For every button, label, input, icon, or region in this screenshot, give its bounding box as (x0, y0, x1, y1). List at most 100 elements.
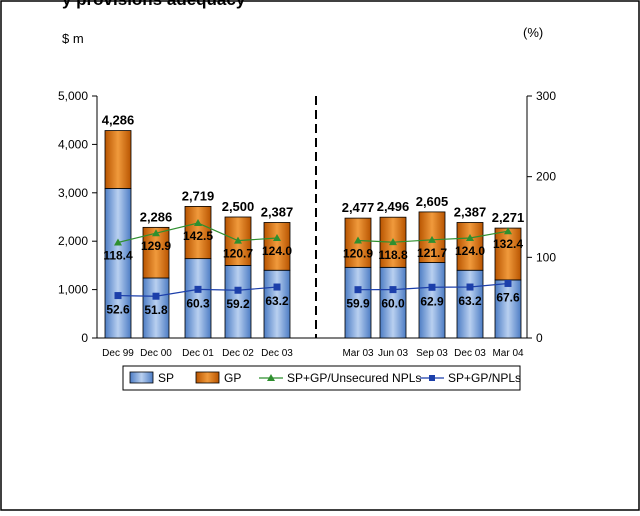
marker-npl (389, 286, 397, 294)
y-left-tick-label: 3,000 (58, 186, 88, 200)
total-label: 2,605 (416, 194, 449, 209)
y-axis-left-ticks: 0 1,000 2,000 3,000 4,000 5,000 (58, 89, 97, 345)
x-category-label: Mar 04 (492, 348, 524, 359)
y-right-tick-label: 300 (536, 89, 556, 103)
bar-sp (104, 188, 132, 339)
marker-npl (428, 283, 436, 291)
bar-sp (379, 266, 407, 339)
x-category-label: Jun 03 (378, 348, 408, 359)
unsecured-ratio-label: 132.4 (493, 237, 523, 251)
legend-swatch-sp (129, 371, 154, 384)
bar-sp (344, 266, 372, 339)
y-right-tick-label: 100 (536, 250, 556, 264)
legend-box (122, 365, 521, 391)
bar-gp (494, 227, 522, 281)
bar-gp (456, 222, 484, 271)
bar-sp (494, 279, 522, 339)
marker-unsecured (273, 233, 281, 241)
marker-npl (354, 286, 362, 294)
marker-unsecured (194, 219, 202, 227)
bar-sp (418, 262, 446, 339)
total-label: 2,271 (492, 210, 525, 225)
total-label: 2,387 (454, 204, 487, 219)
marker-unsecured (152, 229, 160, 237)
marker-npl (152, 292, 160, 300)
legend-marker-square (429, 375, 435, 381)
npl-ratio-label: 59.9 (346, 297, 370, 311)
total-label: 2,496 (377, 199, 410, 214)
marker-unsecured (114, 238, 122, 246)
unsecured-ratio-label: 121.7 (417, 246, 447, 260)
y-left-tick-label: 4,000 (58, 137, 88, 151)
marker-npl (194, 285, 202, 293)
npl-ratio-label: 62.9 (420, 294, 444, 308)
bar-sp (456, 269, 484, 339)
legend-label-gp: GP (224, 371, 241, 385)
npl-ratio-label: 60.3 (186, 296, 210, 310)
y-axis-right-title: (%) (523, 25, 543, 40)
lines-layer (114, 219, 512, 300)
marker-npl (466, 283, 474, 291)
marker-unsecured (466, 233, 474, 241)
unsecured-ratio-label: 129.9 (141, 239, 171, 253)
marker-unsecured (354, 236, 362, 244)
x-category-label: Dec 01 (182, 348, 214, 359)
npl-ratio-label: 67.6 (496, 290, 520, 304)
npl-ratio-label: 51.8 (144, 303, 168, 317)
bar-sp (263, 269, 291, 339)
npl-ratio-label: 63.2 (265, 294, 289, 308)
total-label: 2,387 (261, 204, 294, 219)
legend-marker-triangle (267, 374, 275, 381)
legend-label-sp: SP (158, 371, 174, 385)
x-category-label: Mar 03 (342, 348, 374, 359)
npl-ratio-label: 60.0 (381, 297, 405, 311)
total-label: 2,286 (140, 209, 173, 224)
unsecured-ratio-label: 142.5 (183, 229, 213, 243)
y-axis-left-title: $ m (62, 31, 84, 46)
x-category-label: Dec 02 (222, 348, 254, 359)
total-label: 4,286 (102, 113, 135, 128)
npl-ratio-label: 63.2 (458, 294, 482, 308)
x-category-label: Sep 03 (416, 348, 448, 359)
marker-unsecured (428, 235, 436, 243)
legend-label-unsecured: SP+GP/Unsecured NPLs (287, 371, 421, 385)
total-label: 2,719 (182, 188, 215, 203)
marker-npl (234, 286, 242, 294)
marker-npl (114, 292, 122, 300)
legend: SP GP SP+GP/Unsecured NPLs SP+GP/NPLs (122, 365, 521, 391)
total-label: 2,500 (222, 199, 255, 214)
y-axis-right-ticks: 0 100 200 300 (527, 89, 556, 345)
bar-gp (184, 206, 212, 260)
unsecured-ratio-label: 120.7 (223, 247, 253, 261)
legend-label-npl: SP+GP/NPLs (448, 371, 521, 385)
x-axis-labels: Dec 99 Dec 00 Dec 01 Dec 02 Dec 03 Mar 03 Jun … (102, 348, 524, 359)
unsecured-ratio-label: 118.8 (378, 248, 408, 262)
x-category-label: Dec 99 (102, 348, 134, 359)
data-labels-layer: 4,286 118.4 52.6 2,286 129.9 51.8 2,719 142.5 60… (102, 113, 525, 318)
y-left-tick-label: 1,000 (58, 283, 88, 297)
y-right-tick-label: 200 (536, 170, 556, 184)
total-label: 2,477 (342, 200, 375, 215)
unsecured-ratio-label: 124.0 (262, 244, 292, 258)
marker-npl (504, 279, 512, 287)
bar-gp (104, 130, 132, 189)
bar-gp (263, 222, 291, 271)
x-category-label: Dec 00 (140, 348, 172, 359)
unsecured-ratio-label: 118.4 (103, 248, 133, 262)
y-right-tick-label: 0 (536, 331, 543, 345)
marker-unsecured (234, 236, 242, 244)
y-left-tick-label: 0 (81, 331, 88, 345)
marker-npl (273, 283, 281, 291)
header-fragment: y provisions adequacy (62, 0, 246, 9)
bar-sp (142, 277, 170, 339)
npl-ratio-label: 52.6 (106, 303, 130, 317)
bar-sp (184, 258, 212, 339)
marker-unsecured (389, 238, 397, 246)
unsecured-ratio-label: 124.0 (455, 244, 485, 258)
legend-swatch-gp (195, 371, 220, 384)
y-left-tick-label: 5,000 (58, 89, 88, 103)
x-category-label: Dec 03 (261, 348, 293, 359)
